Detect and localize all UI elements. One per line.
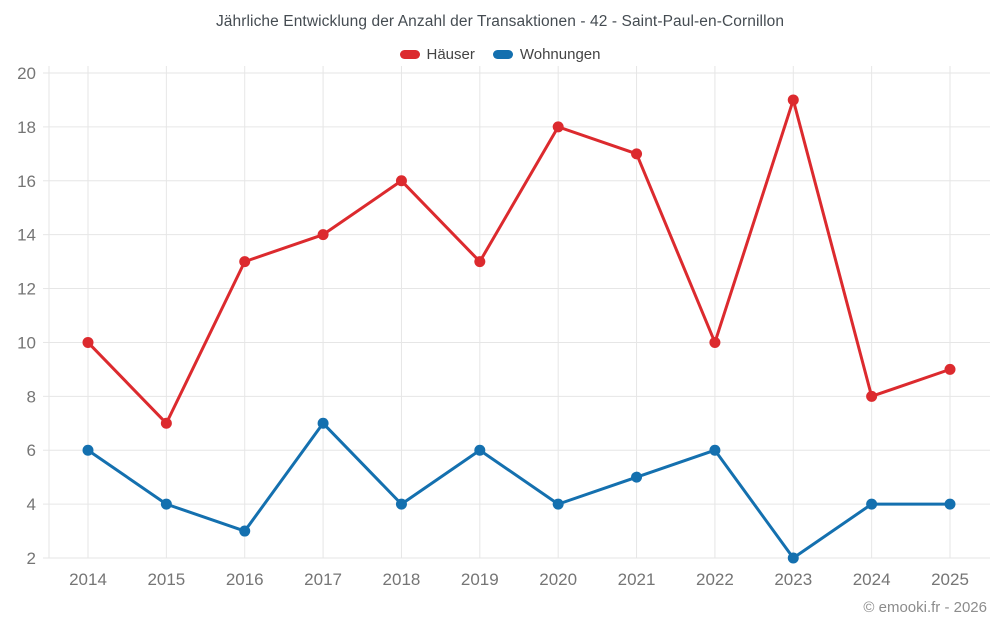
data-point-häuser-2020[interactable] (552, 121, 564, 133)
data-point-häuser-2025[interactable] (944, 363, 956, 375)
data-point-wohnungen-2024[interactable] (866, 498, 878, 510)
y-axis-tick-label: 2 (27, 549, 36, 568)
data-point-wohnungen-2021[interactable] (631, 471, 643, 483)
data-point-häuser-2023[interactable] (787, 94, 799, 106)
x-axis-tick-label: 2025 (931, 570, 969, 589)
data-point-wohnungen-2019[interactable] (474, 444, 486, 456)
data-point-häuser-2021[interactable] (631, 148, 643, 160)
x-axis-tick-label: 2019 (461, 570, 499, 589)
data-point-wohnungen-2025[interactable] (944, 498, 956, 510)
data-point-wohnungen-2015[interactable] (160, 498, 172, 510)
x-axis-tick-label: 2020 (539, 570, 577, 589)
data-point-häuser-2016[interactable] (239, 256, 251, 268)
y-axis-tick-label: 14 (17, 226, 36, 245)
data-point-wohnungen-2014[interactable] (82, 444, 94, 456)
y-axis-tick-label: 10 (17, 333, 36, 352)
data-point-wohnungen-2017[interactable] (317, 417, 329, 429)
x-axis-tick-label: 2023 (774, 570, 812, 589)
x-axis-tick-label: 2024 (853, 570, 891, 589)
data-point-häuser-2018[interactable] (395, 175, 407, 187)
data-point-häuser-2015[interactable] (160, 417, 172, 429)
x-axis-tick-label: 2018 (383, 570, 421, 589)
haeuser-swatch-icon (399, 50, 420, 59)
x-axis-tick-label: 2016 (226, 570, 264, 589)
x-axis-tick-label: 2014 (69, 570, 107, 589)
y-axis-tick-label: 20 (17, 64, 36, 83)
y-axis-tick-label: 4 (27, 495, 36, 514)
data-point-wohnungen-2022[interactable] (709, 444, 721, 456)
legend-item-haeuser[interactable]: Häuser (399, 46, 475, 63)
data-point-wohnungen-2016[interactable] (239, 525, 251, 537)
data-point-häuser-2019[interactable] (474, 256, 486, 268)
watermark: © emooki.fr - 2026 (863, 599, 987, 616)
y-axis-tick-label: 8 (27, 387, 36, 406)
data-point-wohnungen-2018[interactable] (395, 498, 407, 510)
legend-label-wohnungen: Wohnungen (519, 46, 601, 63)
y-axis-tick-label: 18 (17, 118, 36, 137)
data-point-häuser-2022[interactable] (709, 336, 721, 348)
x-axis-tick-label: 2021 (618, 570, 656, 589)
series-line-wohnungen (86, 421, 952, 560)
y-axis-tick-label: 6 (27, 441, 36, 460)
wohnungen-swatch-icon (492, 50, 513, 59)
series-line-häuser (86, 98, 952, 425)
data-point-häuser-2017[interactable] (317, 229, 329, 241)
legend-item-wohnungen[interactable]: Wohnungen (492, 46, 601, 63)
y-axis-tick-label: 12 (17, 280, 36, 299)
data-point-häuser-2014[interactable] (82, 336, 94, 348)
x-axis-tick-label: 2022 (696, 570, 734, 589)
x-axis-tick-label: 2015 (147, 570, 185, 589)
chart-title: Jährliche Entwicklung der Anzahl der Tra… (215, 13, 785, 30)
legend-label-haeuser: Häuser (426, 46, 475, 63)
data-point-wohnungen-2020[interactable] (552, 498, 564, 510)
y-axis-tick-label: 16 (17, 172, 36, 191)
x-axis-tick-label: 2017 (304, 570, 342, 589)
data-point-wohnungen-2023[interactable] (787, 552, 799, 564)
legend: Häuser Wohnungen (0, 46, 1000, 63)
data-point-häuser-2024[interactable] (866, 390, 878, 402)
